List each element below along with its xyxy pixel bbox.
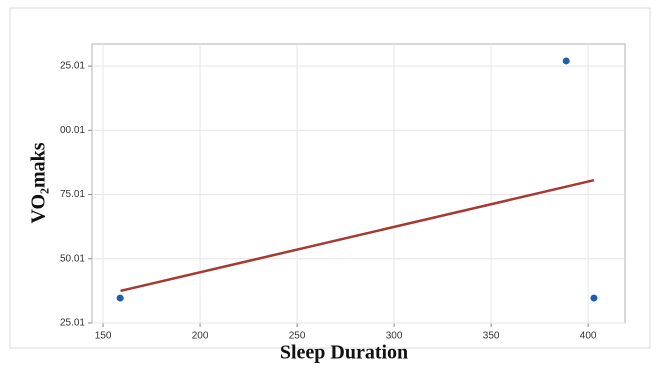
outer-frame [9,7,651,349]
y-tick-label: 75.01 [60,189,85,200]
x-tick-label: 350 [483,331,500,342]
y-tick-label: 25.01 [60,318,85,329]
point [562,57,570,65]
x-tick-label: 150 [95,331,112,342]
point [116,294,124,302]
x-tick-label: 250 [289,331,306,342]
plot-area [91,43,626,324]
y-axis-title: VO₂maks [28,142,50,223]
y-tick-label: 50.01 [60,253,85,264]
x-tick-label: 300 [386,331,403,342]
point [590,294,598,302]
x-tick-label: 200 [192,331,209,342]
y-tick-label: 00.01 [60,125,85,136]
y-tick-label: 25.01 [60,61,85,72]
x-axis-title: Sleep Duration [280,342,408,364]
fit-line [120,178,595,293]
x-tick-label: 400 [580,331,597,342]
